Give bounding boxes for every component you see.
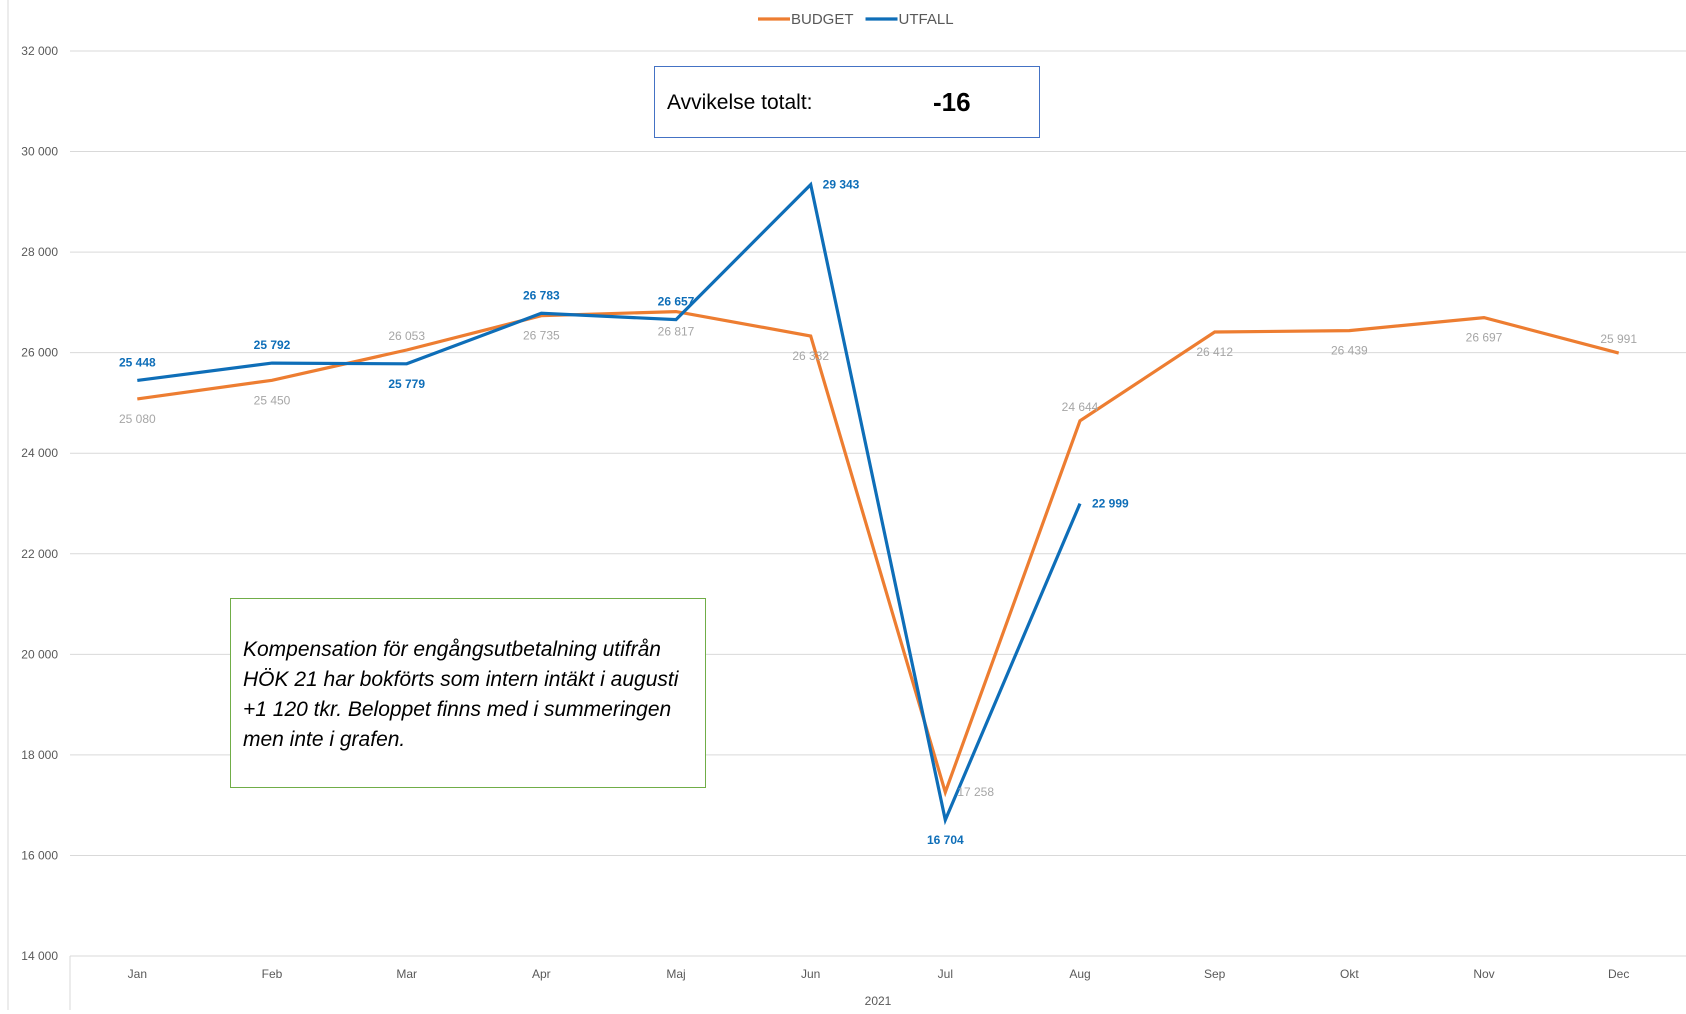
budget-data-label: 26 053 [388,329,425,343]
y-tick-label: 28 000 [21,245,58,259]
legend-label-budget: BUDGET [791,11,854,28]
x-tick-label: Nov [1473,967,1494,981]
data-labels: 25 080 25 450 26 053 26 735 26 817 26 332 17 2… [119,178,1637,847]
budget-data-label: 25 450 [254,393,291,407]
series-line-budget [137,309,1620,798]
utfall-data-label: 25 792 [254,338,291,352]
utfall-data-label: 22 999 [1092,497,1129,511]
budget-data-label: 17 258 [957,785,994,799]
x-tick-label: Apr [532,967,551,981]
utfall-data-label: 25 779 [388,377,425,391]
budget-data-label: 24 644 [1062,400,1099,414]
budget-data-label: 26 817 [658,325,695,339]
budget-data-label: 26 332 [792,349,829,363]
series-utfall [137,181,1082,826]
y-tick-label: 20 000 [21,647,58,661]
series-line-utfall [137,181,1082,826]
x-tick-label: Jul [938,967,953,981]
x-tick-label: Jun [801,967,820,981]
legend-label-utfall: UTFALL [899,11,954,28]
x-axis-title: 2021 [865,994,892,1008]
x-tick-label: Aug [1069,967,1090,981]
y-tick-label: 26 000 [21,346,58,360]
note-text: Kompensation för engångsutbetalning utif… [243,638,679,751]
legend: BUDGET UTFALL [758,11,954,28]
series-budget [137,309,1620,798]
budget-data-label: 25 991 [1600,332,1637,346]
budget-data-label: 26 735 [523,329,560,343]
y-tick-label: 14 000 [21,949,58,963]
y-tick-label: 16 000 [21,848,58,862]
budget-data-label: 26 697 [1466,331,1503,345]
x-tick-label: Sep [1204,967,1226,981]
x-tick-label: Maj [666,967,685,981]
utfall-data-label: 26 783 [523,288,560,302]
x-tick-label: Feb [262,967,283,981]
utfall-data-label: 29 343 [823,178,860,192]
utfall-data-label: 25 448 [119,355,156,369]
budget-data-label: 25 080 [119,412,156,426]
deviation-label: Avvikelse totalt: [667,91,813,114]
y-tick-label: 32 000 [21,44,58,58]
y-tick-label: 18 000 [21,748,58,762]
budget-data-label: 26 439 [1331,344,1368,358]
y-tick-label: 30 000 [21,145,58,159]
axes: 14 000 16 000 18 000 20 000 22 000 24 000 26 0… [7,0,1629,1010]
utfall-data-label: 16 704 [927,833,964,847]
deviation-value: -16 [933,87,971,117]
x-tick-label: Okt [1340,967,1359,981]
y-tick-label: 24 000 [21,446,58,460]
utfall-data-label: 26 657 [658,295,695,309]
deviation-box: Avvikelse totalt: -16 [654,66,1040,138]
budget-data-label: 26 412 [1196,345,1233,359]
x-tick-label: Dec [1608,967,1629,981]
y-tick-label: 22 000 [21,547,58,561]
x-tick-label: Mar [396,967,417,981]
x-tick-label: Jan [128,967,147,981]
note-box: Kompensation för engångsutbetalning utif… [230,598,706,788]
